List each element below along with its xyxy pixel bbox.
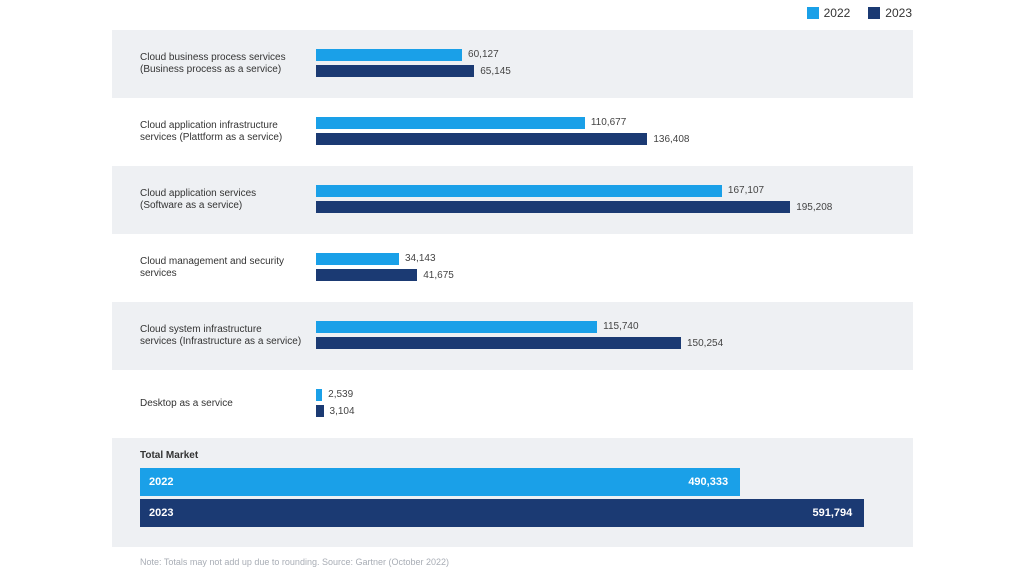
category-label-line: services (Infrastructure as a service) (140, 336, 302, 347)
category-label: Cloud system infrastructure services (Inf… (140, 324, 310, 348)
value-label-2023: 65,145 (480, 66, 511, 77)
category-row: Cloud application services (Software as a… (112, 166, 913, 234)
value-label-2022: 2,539 (328, 389, 354, 400)
bar-2023 (316, 269, 418, 281)
source-note: Note: Totals may not add up due to round… (140, 557, 450, 567)
category-label: Cloud management and security services (140, 256, 310, 280)
value-label-2022: 167,107 (727, 185, 765, 196)
legend-swatch-2023 (868, 7, 881, 19)
category-row: Desktop as a service 2,539 3,104 (112, 370, 913, 438)
category-label: Cloud business process services (Business… (140, 52, 310, 76)
category-label: Cloud application infrastructure services… (140, 120, 310, 144)
category-label-line: Desktop as a service (140, 398, 233, 409)
value-label-2022: 60,127 (468, 49, 499, 60)
bar-2022 (316, 185, 722, 197)
bar-2023 (316, 337, 681, 349)
value-label-2022: 110,677 (590, 117, 627, 128)
category-label: Desktop as a service (140, 398, 310, 410)
bar-2022 (316, 117, 585, 129)
category-row: Cloud business process services (Business… (112, 30, 913, 98)
legend-label-2023: 2023 (885, 6, 912, 20)
value-label-2023: 136,408 (653, 134, 690, 145)
bar-2022 (316, 321, 598, 333)
value-label-2022: 34,143 (404, 253, 436, 264)
category-label-line: (Business process as a service) (140, 64, 282, 75)
bar-2023 (316, 201, 791, 213)
bar-2023 (316, 133, 648, 145)
total-bar-label-2023: 2023 (149, 507, 174, 519)
bar-2023 (316, 405, 324, 417)
category-rows: Cloud business process services (Business… (112, 30, 913, 438)
value-label-2023: 41,675 (423, 270, 454, 281)
category-row: Cloud application infrastructure services… (112, 98, 913, 166)
chart-legend: 2022 2023 (806, 6, 912, 20)
total-bar-2023: 2023 591,794 (140, 499, 865, 527)
bar-2022 (316, 389, 323, 401)
category-label-line: services (Plattform as a service) (140, 132, 283, 143)
total-bar-value-2022: 490,333 (688, 476, 729, 488)
total-market-title: Total Market (140, 450, 199, 461)
category-label-line: Cloud application services (140, 188, 257, 199)
value-label-2023: 150,254 (686, 338, 724, 349)
category-row: Cloud management and security services 34,… (112, 234, 913, 302)
category-label: Cloud application services (Software as a… (140, 188, 310, 212)
total-bar-value-2023: 591,794 (812, 507, 853, 519)
category-label-line: Cloud application infrastructure (140, 120, 278, 131)
bar-2022 (316, 253, 399, 265)
bar-2022 (316, 49, 463, 61)
legend-item-2022: 2022 (806, 6, 851, 20)
category-label-line: services (140, 268, 177, 279)
legend-item-2023: 2023 (868, 6, 912, 20)
category-label-line: (Software as a service) (140, 200, 243, 211)
value-label-2023: 195,208 (796, 202, 833, 213)
category-label-line: Cloud management and security (140, 256, 284, 267)
value-label-2022: 115,740 (603, 321, 639, 332)
bar-2023 (316, 65, 475, 77)
total-bar-label-2022: 2022 (149, 476, 174, 488)
legend-label-2022: 2022 (823, 6, 851, 20)
legend-swatch-2022 (806, 7, 819, 19)
category-row: Cloud system infrastructure services (Inf… (112, 302, 913, 370)
category-label-line: Cloud system infrastructure (140, 324, 262, 335)
category-label-line: Cloud business process services (140, 52, 286, 63)
total-market-panel: Total Market 2022 490,333 2023 591,794 (112, 438, 913, 547)
total-bar-2022: 2022 490,333 (140, 468, 741, 496)
value-label-2023: 3,104 (329, 406, 355, 417)
